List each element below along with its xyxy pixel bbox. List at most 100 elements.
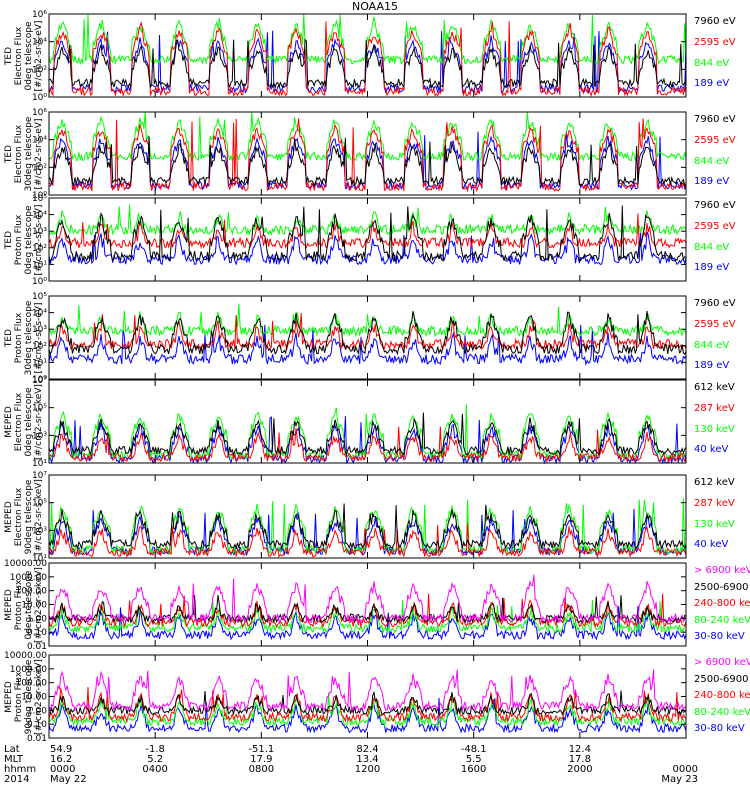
x-axis-value: 1600 — [460, 764, 487, 775]
x-axis-value: 5.5 — [465, 754, 482, 765]
legend-entry: 844 eV — [694, 155, 730, 167]
y-tick-label: 100.00 — [16, 587, 48, 597]
series-7960-ev — [48, 38, 687, 90]
y-tick-label: 1000.00 — [10, 665, 47, 675]
y-axis-label-line: [#/cm2-sr-s-eV] — [34, 20, 44, 91]
y-axis-label-line: MEPED — [4, 588, 14, 621]
y-axis-label-line: [#/cm2-sr-s-eV] — [34, 204, 44, 275]
y-axis-label-line: Electron Flux — [14, 124, 24, 183]
y-axis-label-line: 90deg telescope — [24, 659, 34, 734]
legend-entry: > 6900 keV — [694, 565, 750, 576]
y-axis-label: MEPED Electron Flux 90deg telescope [#/cm2-… — [4, 467, 44, 567]
y-axis-label: TED Electron Flux 0deg telescope [#/cm2-sr-… — [4, 6, 44, 106]
legend-entry: 189 eV — [694, 176, 730, 188]
x-axis-value: 16.2 — [50, 754, 73, 765]
legend-entry: 612 keV — [694, 382, 735, 393]
y-tick-label: 10² — [32, 342, 47, 352]
y-axis-label: MEPED Proton Flux 90deg telescope [#/cm2-sr… — [4, 647, 44, 747]
y-tick-label: 10⁰ — [32, 191, 47, 201]
panel-4: 10⁰ 10¹ 10² 10³ 10⁴ 10⁵ — [32, 292, 687, 385]
x-axis-row-name: 2014 — [4, 774, 30, 785]
series-189-ev — [48, 30, 687, 95]
y-tick-label: 10¹ — [32, 260, 47, 270]
y-tick-label: 0.01 — [27, 734, 47, 744]
y-tick-label: 10⁴ — [32, 38, 47, 48]
legend-entry: 2500-6900 — [694, 581, 749, 593]
legend-entry: 30-80 keV — [694, 723, 745, 735]
legend-entry: 844 eV — [694, 57, 730, 69]
y-tick-label: 100.00 — [16, 679, 48, 689]
y-axis-label: TED Electron Flux 30deg telescope [#/cm2-sr… — [4, 104, 44, 204]
y-tick-label: 10⁴ — [32, 309, 47, 319]
series-80-240-kev — [48, 692, 687, 728]
legend-entry: 240-800 keV — [694, 690, 750, 702]
y-axis-label-line: 30deg telescope — [24, 116, 34, 191]
y-axis-label-line: MEPED — [4, 680, 14, 713]
y-tick-label: 10⁵ — [32, 404, 47, 414]
y-tick-label: 10⁵ — [32, 499, 47, 509]
legend-entry: 189 eV — [694, 262, 730, 274]
x-axis-value: 17.9 — [250, 754, 273, 765]
y-axis-label-line: 90deg telescope — [24, 479, 34, 554]
y-tick-label: 10⁵ — [32, 292, 47, 302]
x-axis-value: 5.2 — [147, 754, 164, 765]
legend-entry: 287 keV — [694, 497, 735, 509]
y-tick-label: 10² — [32, 163, 47, 173]
x-axis-value: 0400 — [142, 764, 168, 775]
series-240-800-kev — [48, 593, 687, 629]
legend-entry: 130 keV — [694, 518, 735, 530]
x-axis-value: May 22 — [50, 774, 87, 785]
x-axis-value: 0800 — [248, 764, 275, 775]
x-axis-value: 82.4 — [356, 744, 379, 755]
panel-6: 10¹ 10³ 10⁵ 10⁷ — [32, 471, 687, 564]
y-tick-label: 10000.00 — [4, 651, 47, 661]
y-tick-label: 10¹ — [32, 459, 47, 469]
y-tick-label: 10⁰ — [32, 375, 47, 385]
legend-entry: 844 eV — [694, 339, 730, 351]
series-240-800-kev — [48, 686, 687, 723]
x-axis-row-name: hhmm — [4, 764, 37, 775]
legend-entry: 2595 eV — [694, 134, 736, 146]
y-axis-label-line: Electron Flux — [14, 392, 24, 451]
series-2595-ev — [48, 213, 687, 250]
x-axis-row-name: MLT — [4, 754, 23, 765]
y-tick-label: 1000.00 — [10, 573, 47, 583]
y-tick-label: 0.01 — [27, 642, 47, 652]
panel-1: 10⁰ 10² 10⁴ 10⁶ — [32, 10, 687, 103]
series-844-ev — [48, 111, 687, 162]
y-tick-label: 10⁶ — [32, 108, 47, 118]
y-axis-label-line: [#/cm2-sr-s-keV] — [34, 658, 44, 735]
panel-3: 10⁰ 10¹ 10² 10³ 10⁴ 10⁵ — [32, 194, 687, 287]
legend-entry: 189 eV — [694, 360, 730, 372]
series-2595-ev — [48, 118, 687, 193]
y-tick-label: 10³ — [32, 325, 47, 335]
y-axis-label-line: [#/cm2-sr-s-keV] — [34, 383, 44, 460]
legend-entry: 2595 eV — [694, 318, 736, 330]
page-title: NOAA15 — [351, 0, 399, 13]
y-axis-label-line: Proton Flux — [14, 579, 24, 630]
y-tick-label: 10⁰ — [32, 93, 47, 103]
y-tick-label: 10² — [32, 65, 47, 75]
y-axis-label-line: [#/cm2-sr-s-eV] — [34, 118, 44, 189]
legend-entry: 7960 eV — [694, 16, 736, 27]
series-844-ev — [48, 303, 687, 338]
series-7960-ev — [48, 205, 687, 263]
legend-entry: 612 keV — [694, 477, 735, 488]
y-axis-label: MEPED Electron Flux 0deg telescope [#/cm2-s… — [4, 372, 44, 472]
y-tick-label: 10.00 — [21, 693, 47, 703]
y-axis-label-line: Proton Flux — [14, 214, 24, 265]
x-axis-value: May 23 — [661, 774, 698, 785]
y-tick-label: 10⁶ — [32, 10, 47, 20]
y-tick-label: 10³ — [32, 526, 47, 536]
y-tick-label: 10⁷ — [32, 376, 47, 386]
y-tick-label: 0.10 — [27, 720, 47, 730]
legend-entry: 189 eV — [694, 78, 730, 90]
legend-entry: 80-240 keV — [694, 614, 750, 626]
legend-entry: 240-800 keV — [694, 598, 750, 610]
y-tick-label: 10¹ — [32, 358, 47, 368]
x-axis-value: -1.8 — [145, 744, 165, 755]
legend-entry: 287 keV — [694, 402, 735, 414]
panel-5: 10¹ 10³ 10⁵ 10⁷ — [32, 376, 687, 469]
y-axis-label-line: TED — [4, 46, 14, 65]
